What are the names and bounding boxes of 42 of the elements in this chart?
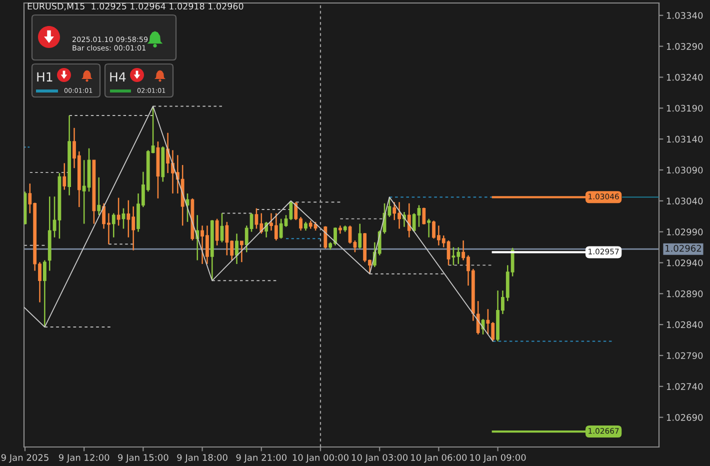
candlestick <box>112 212 116 238</box>
candlestick <box>240 240 244 263</box>
annotation: H1 <box>37 72 52 82</box>
x-tick-label: 10 Jan 06:00 <box>411 454 467 463</box>
candlestick <box>62 162 66 190</box>
y-tick-label: 1.02890 <box>666 290 703 298</box>
candlestick <box>215 218 219 246</box>
x-tick-label: 10 Jan 00:00 <box>292 454 348 463</box>
y-tick-label: 1.02790 <box>666 352 703 360</box>
line-series <box>24 106 494 342</box>
y-tick-label: 1.02840 <box>666 321 703 328</box>
y-tick-label: 1.02690 <box>666 414 703 421</box>
x-tick-label: 9 Jan 2025 <box>1 454 48 463</box>
y-tick-label: 1.03240 <box>666 74 703 81</box>
chart-title: EURUSD,M15 1.02925 1.02964 1.02918 1.02960 <box>28 2 244 10</box>
y-tick-label: 1.03140 <box>666 136 703 143</box>
candlestick <box>220 212 224 243</box>
candlestick <box>324 226 328 250</box>
candlestick <box>116 197 120 226</box>
x-tick-label: 9 Jan 12:00 <box>58 454 110 463</box>
y-tick-label: 1.02990 <box>666 228 703 236</box>
y-tick-label: 1.03190 <box>666 104 703 112</box>
y-tick-label: 1.03340 <box>666 12 703 19</box>
candlestick <box>358 223 362 250</box>
y-tick-label: 1.03040 <box>666 198 703 204</box>
y-tick-label: 1.02740 <box>666 383 703 390</box>
y-tick-label: 1.03290 <box>666 43 703 50</box>
candlestick <box>407 202 411 238</box>
x-tick-label: 9 Jan 15:00 <box>118 454 168 463</box>
y-tick-label: 1.02940 <box>666 259 703 266</box>
candlestick <box>427 218 431 238</box>
candlestick <box>235 233 238 265</box>
candlestick <box>42 260 46 328</box>
x-tick-label: 9 Jan 18:00 <box>177 454 228 463</box>
y-tick-label: 1.03090 <box>666 166 703 174</box>
candlestick <box>97 176 101 216</box>
x-tick-label: 9 Jan 21:00 <box>236 454 286 463</box>
candlestick <box>422 207 426 226</box>
ref-line-label: 1.02962 <box>666 244 701 252</box>
x-tick-label: 10 Jan 09:00 <box>470 454 526 463</box>
annotation: H4 <box>110 72 126 82</box>
x-tick-label: 10 Jan 03:00 <box>352 454 408 463</box>
